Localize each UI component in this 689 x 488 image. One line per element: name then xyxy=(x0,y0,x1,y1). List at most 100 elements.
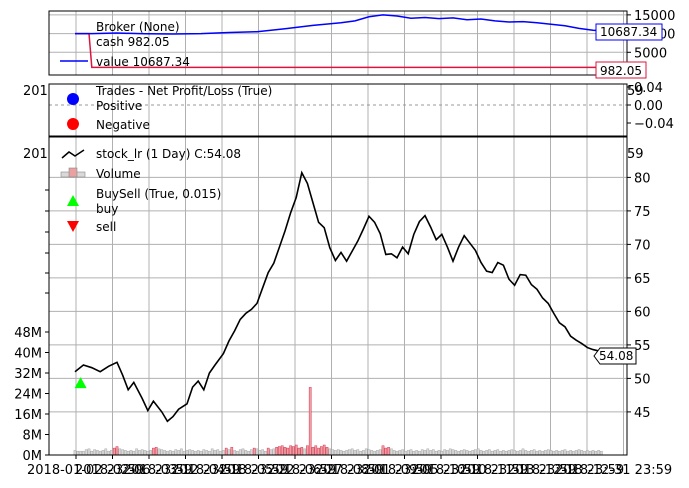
broker-panel: 15000100005000 Broker (None) cash 982.05… xyxy=(48,9,675,79)
volume-bar xyxy=(440,450,444,456)
date-tick-label: 2018-05-22 23:59 xyxy=(219,463,336,478)
volume-bar xyxy=(406,450,410,456)
volume-bar xyxy=(488,449,491,456)
volume-bar xyxy=(532,449,536,456)
volume-bar xyxy=(84,449,88,456)
volume-bar xyxy=(376,450,379,456)
volume-bar xyxy=(96,450,99,456)
price-panel: 80 75 70 65 60 55 50 45 48M 40M 32M 24M 16M 8M 0M 201… xyxy=(14,136,672,478)
legend-buysell-title: BuySell (True, 0.015) xyxy=(96,187,221,201)
price-ytick-label: 65 xyxy=(634,272,651,287)
volume-bar xyxy=(126,450,130,456)
volume-bar xyxy=(378,449,382,456)
volume-bar xyxy=(115,446,119,456)
volume-bar xyxy=(322,444,326,456)
cash-last-label: 982.05 xyxy=(600,64,642,78)
volume-bar xyxy=(457,450,460,456)
date-tick-label: 2018-01-02 23:59 xyxy=(27,463,144,478)
volume-bar xyxy=(194,450,197,456)
volume-bar xyxy=(222,450,225,456)
legend-sell-marker xyxy=(67,221,79,232)
volume-bar xyxy=(286,447,290,456)
price-ytick-label: 80 xyxy=(634,171,651,186)
volume-bar xyxy=(591,450,595,456)
volume-bar xyxy=(362,450,365,456)
volume-bar xyxy=(499,450,502,456)
legend-volume-label: Volume xyxy=(96,167,141,181)
volume-bar xyxy=(334,450,337,456)
volume-bar xyxy=(345,450,348,456)
volume-bar xyxy=(465,450,469,456)
volume-bar xyxy=(600,450,603,456)
volume-bar xyxy=(597,450,600,456)
trades-panel: 0.04 0.00 −0.04 201 59 Trades - Net Profit… xyxy=(23,81,674,137)
volume-bar xyxy=(317,447,320,456)
volume-bar xyxy=(583,450,586,456)
buysell-markers xyxy=(74,377,87,389)
volume-bar xyxy=(563,449,567,456)
volume-bar xyxy=(401,449,404,456)
volume-bar xyxy=(434,450,438,456)
volume-bar xyxy=(188,449,192,456)
volume-bar xyxy=(233,450,236,456)
volume-bar xyxy=(297,447,301,456)
volume-bar xyxy=(535,450,539,456)
price-ytick-label: 70 xyxy=(634,238,651,253)
volume-bar xyxy=(196,450,200,456)
volume-bar xyxy=(513,450,516,456)
legend-cash-label: cash 982.05 xyxy=(96,35,170,49)
volume-bar xyxy=(314,445,318,456)
date-tick-label: 2018-12-18 23:59 xyxy=(507,463,624,478)
legend-trades-title: Trades - Net Profit/Loss (True) xyxy=(95,84,272,98)
volume-bar xyxy=(328,448,332,456)
volume-ytick-label: 16M xyxy=(14,408,42,423)
volume-ytick-label: 40M xyxy=(14,347,42,362)
volume-bar xyxy=(104,448,108,456)
legend-negative-marker xyxy=(67,118,79,130)
volume-bar xyxy=(476,448,480,456)
volume-bar xyxy=(261,449,264,456)
date-tick-label: 2018-04-18 23:59 xyxy=(171,463,288,478)
volume-bar xyxy=(549,450,553,456)
volume-bar xyxy=(370,450,374,456)
volume-bar xyxy=(177,450,180,456)
volume-bar xyxy=(163,450,166,456)
volume-bar xyxy=(507,450,511,456)
volume-bar xyxy=(132,450,136,456)
legend-buy-marker xyxy=(67,195,79,206)
volume-bar xyxy=(258,450,262,456)
volume-bar xyxy=(423,450,427,456)
date-tick-label: 2018-12-31 23:59 xyxy=(555,463,672,478)
volume-bar xyxy=(493,450,497,456)
volume-bar xyxy=(275,447,278,456)
volume-bar xyxy=(174,449,178,456)
volume-bar xyxy=(244,450,248,456)
broker-cash-last-tag: 982.05 xyxy=(595,61,647,79)
volume-bar xyxy=(518,450,522,456)
legend-positive-marker xyxy=(67,93,79,105)
close-series xyxy=(74,170,608,423)
volume-bar xyxy=(566,450,570,456)
trades-ytick-label: −0.04 xyxy=(634,117,674,132)
volume-bar xyxy=(502,450,505,456)
broker-ytick-label: 5000 xyxy=(634,46,667,61)
volume-bar xyxy=(292,446,295,456)
volume-bar xyxy=(247,450,250,456)
volume-bars xyxy=(73,387,603,456)
volume-bar xyxy=(544,450,547,456)
volume-bar xyxy=(308,387,312,456)
volume-bar xyxy=(269,449,273,456)
volume-bar xyxy=(580,450,584,456)
volume-bar xyxy=(118,448,122,456)
volume-bar xyxy=(160,449,164,456)
volume-bar xyxy=(336,449,340,456)
volume-bar xyxy=(390,448,393,456)
volume-bar xyxy=(586,450,589,456)
volume-bar xyxy=(143,450,147,456)
date-tick-label: 2018-08-01 23:59 xyxy=(315,463,432,478)
volume-bar xyxy=(311,447,315,456)
volume-bar xyxy=(306,445,309,456)
price-frame xyxy=(48,136,628,456)
volume-bar xyxy=(82,450,85,456)
